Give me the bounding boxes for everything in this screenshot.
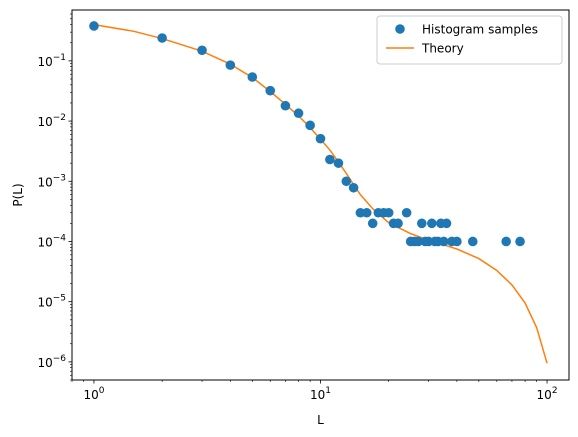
data-point xyxy=(293,108,304,119)
data-point xyxy=(413,236,424,247)
data-point xyxy=(157,33,167,43)
data-point xyxy=(515,236,525,247)
data-point xyxy=(452,236,462,247)
data-point xyxy=(438,236,449,247)
legend-marker-histogram xyxy=(395,24,405,34)
legend: Histogram samples Theory xyxy=(376,15,563,65)
point-layer xyxy=(89,21,525,247)
y-tick-label: 10−1 xyxy=(37,53,66,69)
data-point xyxy=(467,236,478,247)
y-tick-label: 10−5 xyxy=(37,294,66,310)
x-axis-label: L xyxy=(317,413,324,427)
data-point xyxy=(225,60,236,70)
legend-label-theory: Theory xyxy=(421,42,464,56)
x-tick-label: 101 xyxy=(310,386,331,402)
data-point xyxy=(383,207,394,218)
data-point xyxy=(89,21,99,31)
data-point xyxy=(501,236,511,247)
tick-layer: 100 101 102 10−6 10−5 10−4 10−3 10−2 10−1 xyxy=(37,13,558,402)
data-point xyxy=(333,158,344,168)
y-tick-label: 10−2 xyxy=(37,113,66,129)
plot-area xyxy=(72,10,569,380)
data-point xyxy=(197,45,207,56)
data-point xyxy=(361,207,372,218)
y-tick-label: 10−4 xyxy=(37,233,66,249)
data-point xyxy=(393,218,403,229)
data-point xyxy=(367,218,378,229)
data-point xyxy=(305,120,315,131)
y-tick-label: 10−6 xyxy=(37,354,66,370)
x-tick-label: 102 xyxy=(537,386,558,402)
legend-frame xyxy=(376,15,563,65)
data-point xyxy=(280,100,291,111)
y-axis-label: P(L) xyxy=(11,183,25,206)
plot-frame xyxy=(71,9,570,381)
data-point xyxy=(325,154,335,165)
data-point xyxy=(348,182,359,193)
data-point xyxy=(401,207,412,218)
data-point xyxy=(315,133,326,144)
data-point xyxy=(247,72,258,82)
data-point xyxy=(417,218,427,229)
data-point xyxy=(441,218,452,229)
data-point xyxy=(265,85,276,96)
y-tick-label: 10−3 xyxy=(37,173,66,189)
data-point xyxy=(427,218,437,229)
x-tick-label: 100 xyxy=(83,386,104,402)
legend-label-histogram: Histogram samples xyxy=(422,23,538,37)
data-point xyxy=(341,176,352,187)
